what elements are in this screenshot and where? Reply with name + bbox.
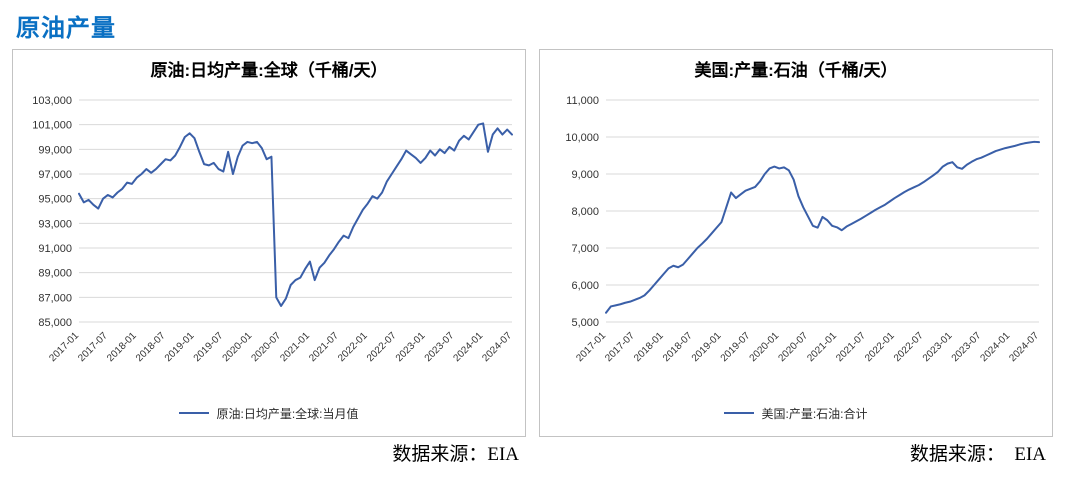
- x-tick-label: 2019-01: [163, 330, 197, 364]
- y-tick-label: 11,000: [566, 95, 599, 107]
- legend-line-icon: [179, 412, 210, 414]
- x-tick-label: 2020-01: [748, 330, 782, 364]
- x-tick-label: 2021-07: [834, 330, 868, 364]
- x-tick-label: 2022-07: [365, 330, 399, 364]
- page-title: 原油产量: [16, 15, 116, 42]
- x-tick-label: 2024-01: [452, 330, 486, 364]
- y-tick-label: 5,000: [571, 317, 599, 329]
- y-tick-label: 6,000: [571, 280, 599, 292]
- x-tick-label: 2021-07: [307, 330, 341, 364]
- series-line: [605, 140, 1040, 314]
- x-tick-label: 2018-07: [134, 330, 168, 364]
- legend-label-us: 美国:产量:石油:合计: [761, 406, 868, 421]
- y-tick-label: 101,000: [32, 120, 72, 132]
- x-tick-label: 2024-07: [1007, 330, 1041, 364]
- x-tick-label: 2023-07: [950, 330, 984, 364]
- page-header: 原油产量: [0, 0, 1080, 49]
- x-tick-label: 2018-01: [632, 330, 666, 364]
- x-tick-label: 2022-07: [892, 330, 926, 364]
- chart-title-global: 原油:日均产量:全球（千桶/天）: [150, 61, 388, 80]
- y-tick-label: 8,000: [571, 206, 599, 218]
- legend-line-icon: [724, 412, 755, 414]
- x-tick-label: 2021-01: [278, 330, 312, 364]
- x-tick-label: 2024-07: [480, 330, 514, 364]
- legend-label-global: 原油:日均产量:全球:当月值: [216, 406, 359, 421]
- x-tick-label: 2022-01: [336, 330, 370, 364]
- y-tick-label: 10,000: [565, 132, 599, 144]
- x-tick-label: 2020-01: [221, 330, 255, 364]
- chart-legend-global: 原油:日均产量:全球:当月值: [179, 400, 359, 426]
- chart-panel-us: 美国:产量:石油（千桶/天） 5,000 6,000 7,000 8,000 9,000…: [539, 49, 1053, 437]
- chart-svg: 5,000 6,000 7,000 8,000 9,000 10,000 11,000 201…: [565, 95, 1041, 364]
- chart-canvas-global: 85,000 87,000 89,000 91,000 93,000 95,000 97,0…: [15, 86, 523, 398]
- x-tick-label: 2017-07: [76, 330, 110, 364]
- x-tick-label: 2017-07: [603, 330, 637, 364]
- x-tick-label: 2017-01: [47, 330, 81, 364]
- y-tick-label: 87,000: [38, 292, 72, 304]
- y-tick-label: 7,000: [571, 243, 599, 255]
- x-tick-label: 2024-01: [979, 330, 1013, 364]
- y-tick-label: 93,000: [38, 218, 72, 230]
- x-tick-label: 2020-07: [776, 330, 810, 364]
- x-tick-label: 2018-01: [105, 330, 139, 364]
- x-tick-label: 2023-01: [921, 330, 955, 364]
- series-line: [78, 122, 513, 307]
- x-tick-label: 2018-07: [661, 330, 695, 364]
- x-tick-label: 2019-07: [719, 330, 753, 364]
- chart-canvas-us: 5,000 6,000 7,000 8,000 9,000 10,000 11,000 201…: [542, 86, 1050, 398]
- y-tick-label: 103,000: [32, 95, 72, 107]
- y-tick-label: 89,000: [38, 268, 72, 280]
- data-source-left: 数据来源：EIA: [392, 444, 519, 465]
- y-tick-label: 95,000: [38, 194, 72, 206]
- x-tick-label: 2023-07: [423, 330, 457, 364]
- x-tick-label: 2022-01: [863, 330, 897, 364]
- chart-title-us: 美国:产量:石油（千桶/天）: [694, 61, 898, 80]
- x-tick-label: 2021-01: [805, 330, 839, 364]
- y-tick-label: 99,000: [38, 144, 72, 156]
- y-tick-label: 97,000: [38, 169, 72, 181]
- y-tick-label: 85,000: [38, 317, 72, 329]
- data-source-right: 数据来源： EIA: [909, 444, 1046, 465]
- chart-panel-global: 原油:日均产量:全球（千桶/天） 85,000 87,000 89,000 91,00…: [12, 49, 526, 437]
- chart-legend-us: 美国:产量:石油:合计: [724, 400, 868, 426]
- charts-row: 原油:日均产量:全球（千桶/天） 85,000 87,000 89,000 91,00…: [12, 49, 1067, 437]
- x-tick-label: 2017-01: [574, 330, 608, 364]
- x-tick-label: 2019-07: [192, 330, 226, 364]
- x-tick-label: 2020-07: [249, 330, 283, 364]
- chart-svg: 85,000 87,000 89,000 91,000 93,000 95,000 97,0…: [32, 95, 514, 364]
- y-tick-label: 91,000: [38, 243, 72, 255]
- sources-row: 数据来源：EIA 数据来源： EIA: [0, 439, 1080, 466]
- x-tick-label: 2023-01: [394, 330, 428, 364]
- x-tick-label: 2019-01: [690, 330, 724, 364]
- y-tick-label: 9,000: [571, 169, 599, 181]
